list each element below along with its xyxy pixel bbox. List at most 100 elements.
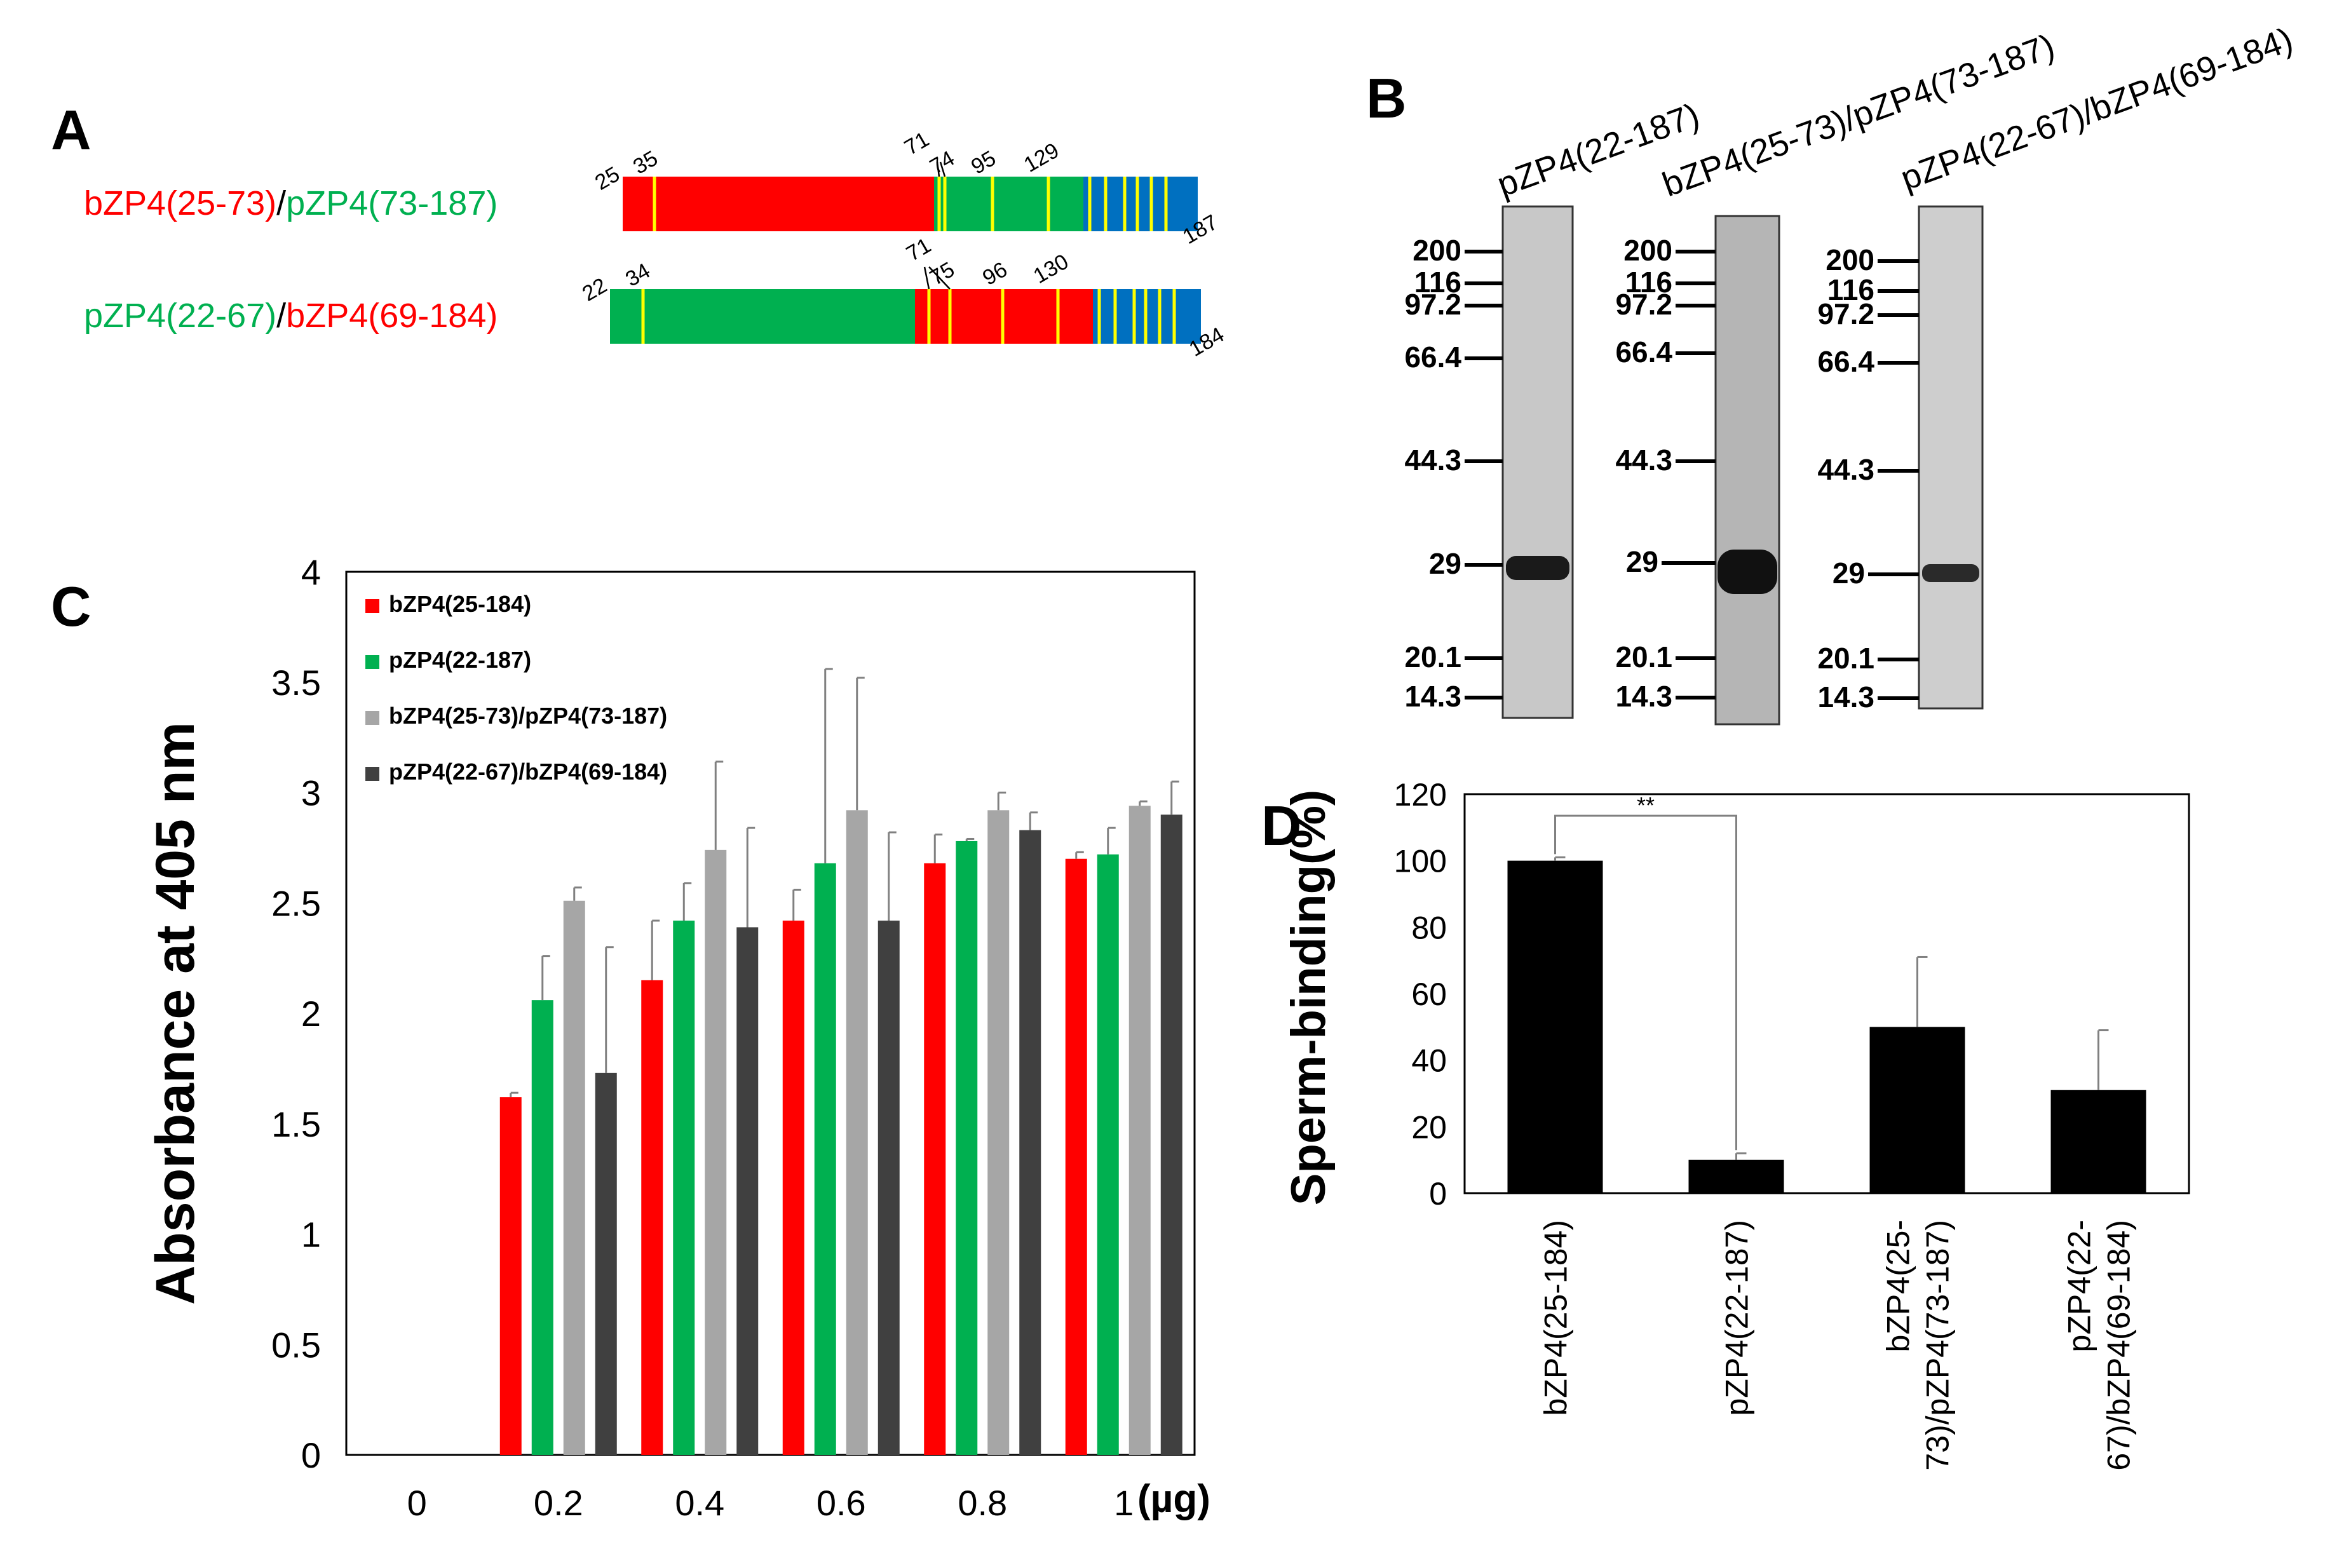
construct-2-site-label: 96 [979, 257, 1012, 290]
panel-d-bar [2050, 1090, 2146, 1193]
marker-label: 29 [1833, 557, 1865, 590]
panel-d-y-tick-label: 20 [1411, 1109, 1447, 1145]
panel-c-bar [499, 1097, 522, 1455]
marker-label: 44.3 [1817, 453, 1874, 486]
construct-2-name: pZP4(22-67)/bZP4(69-184) [84, 297, 498, 335]
panel-a-label: A [51, 98, 91, 161]
lane-3-markers: 200 116 97.2 66.4 44.3 29 20.1 14.3 [1817, 243, 1874, 713]
panel-c-x-tick-label: 0.8 [958, 1483, 1007, 1523]
panel-d-y-tick-label: 100 [1394, 844, 1447, 879]
lane-2-markers: 200 116 97.2 66.4 44.3 29 20.1 14.3 [1615, 234, 1672, 713]
panel-d-x-tick-label: pZP4(22- [2062, 1220, 2097, 1352]
marker-label: 44.3 [1404, 443, 1461, 476]
panel-d-x-tick-label: 73)/pZP4(73-187) [1920, 1220, 1956, 1471]
marker-label: 97.2 [1615, 288, 1672, 321]
panel-d-bar [1507, 860, 1603, 1193]
construct-2-site-label: 34 [621, 259, 654, 292]
panel-c-legend-swatch [365, 711, 379, 725]
construct-1-segment-3 [1083, 177, 1198, 231]
construct-2-site-label: 71 [902, 233, 935, 266]
panel-d-y-tick-label: 40 [1411, 1043, 1447, 1079]
panel-a: A bZP4(25-73)/pZP4(73-187) pZP4(22-67)/b… [51, 98, 1228, 362]
construct-1-name-part-1: bZP4(25-73) [84, 184, 276, 222]
panel-c-y-tick-label: 0 [301, 1435, 321, 1475]
panel-b: B pZP4(22-187) bZP4(25-73)/pZP4(73-187) … [1366, 20, 2298, 726]
panel-c-y-axis-label: Absorbance at 405 nm [145, 722, 206, 1305]
panel-c-bar [531, 1000, 553, 1455]
lane-2-title: bZP4(25-73)/pZP4(73-187) [1658, 27, 2060, 204]
marker-label: 200 [1623, 234, 1672, 267]
marker-label: 20.1 [1615, 640, 1672, 673]
lane-3-marker-ticks [1868, 259, 1919, 700]
panel-d-significance: ** [1554, 792, 1737, 1151]
panel-c-bar [814, 863, 836, 1455]
panel-c-bar [877, 921, 900, 1455]
panel-d-plot-area [1463, 793, 2190, 1194]
panel-c-bar [736, 927, 759, 1455]
panel-d-x-tick-label: 67)/bZP4(69-184) [2101, 1220, 2137, 1471]
panel-c-y-tick-label: 1.5 [271, 1104, 321, 1144]
gel-lane-1-band [1506, 556, 1569, 580]
construct-1-start-label: 25 [591, 162, 624, 195]
panel-c-legend-label: pZP4(22-67)/bZP4(69-184) [389, 759, 667, 785]
panel-d: D 0 20 40 60 80 100 120 bZP4(25-184) pZP4(22-18… [1261, 777, 2190, 1471]
panel-c-legend: bZP4(25-184) pZP4(22-187) bZP4(25-73)/pZP4… [365, 591, 667, 785]
panel-c-x-tick-label: 0.6 [816, 1483, 866, 1523]
panel-d-y-tick-label: 60 [1411, 977, 1447, 1012]
construct-1-site-label: 74 [926, 146, 959, 179]
panel-d-significance-label: ** [1637, 792, 1655, 818]
marker-label: 14.3 [1404, 680, 1461, 713]
panel-d-label: D [1261, 794, 1302, 857]
construct-2-name-part-1: pZP4(22-67) [84, 297, 276, 335]
panel-c-y-ticks: 0 0.5 1 1.5 2 2.5 3 3.5 4 [271, 552, 321, 1475]
panel-c-x-tick-label: 0 [407, 1483, 427, 1523]
panel-c-y-tick-label: 1 [301, 1215, 321, 1255]
construct-1-name: bZP4(25-73)/pZP4(73-187) [84, 184, 498, 222]
panel-c-plot-area [345, 571, 1196, 1456]
gel-lane-3-band [1922, 564, 1979, 582]
panel-c-y-tick-label: 2.5 [271, 883, 321, 923]
panel-c-bar [705, 849, 727, 1455]
marker-label: 66.4 [1817, 345, 1874, 378]
lane-1-markers: 200 116 97.2 66.4 44.3 29 20.1 14.3 [1404, 234, 1461, 713]
construct-2-segment-1 [610, 289, 915, 344]
marker-label: 29 [1626, 545, 1658, 578]
panel-c-y-tick-label: 0.5 [271, 1325, 321, 1365]
panel-c-bar [846, 810, 868, 1455]
construct-2-name-part-2: / [276, 297, 286, 335]
marker-label: 116 [1414, 266, 1461, 299]
lane-2-marker-ticks [1662, 250, 1716, 700]
panel-c-legend-swatch [365, 655, 379, 669]
marker-label: 116 [1625, 266, 1672, 299]
panel-c-bar [1128, 806, 1151, 1455]
panel-d-x-tick-label: pZP4(22-187) [1719, 1220, 1755, 1416]
marker-label: 20.1 [1817, 642, 1874, 675]
construct-1-site-74-tick [939, 161, 946, 177]
panel-d-x-tick-label: bZP4(25- [1881, 1220, 1916, 1352]
panel-c-bar [987, 810, 1010, 1455]
lane-1-marker-ticks [1465, 250, 1503, 700]
panel-c-bar [782, 921, 804, 1455]
panel-c-y-tick-label: 4 [301, 552, 321, 592]
marker-label: 14.3 [1817, 680, 1874, 713]
construct-2-name-part-3: bZP4(69-184) [286, 297, 498, 335]
panel-c-bar [563, 900, 585, 1455]
marker-label: 66.4 [1404, 341, 1461, 374]
gel-lane-2 [1714, 215, 1780, 726]
construct-2-site-71-tick [923, 266, 930, 290]
panel-c-bars [499, 668, 1182, 1455]
panel-c-y-tick-label: 2 [301, 994, 321, 1034]
panel-c-legend-swatch [365, 599, 379, 613]
panel-c-x-unit: (µg) [1137, 1477, 1210, 1521]
marker-label: 44.3 [1615, 443, 1672, 476]
panel-c-legend-label: bZP4(25-184) [389, 591, 531, 617]
marker-label: 200 [1413, 234, 1461, 267]
marker-label: 116 [1827, 273, 1874, 306]
construct-1-site-label: 71 [900, 127, 933, 160]
panel-c-y-tick-label: 3 [301, 773, 321, 813]
panel-d-bar [1869, 1027, 1965, 1193]
construct-2-bar: 22 34 71 75 96 130 184 [578, 233, 1228, 362]
gel-lane-3 [1918, 205, 1984, 710]
gel-lane-3-strip [1918, 205, 1984, 710]
